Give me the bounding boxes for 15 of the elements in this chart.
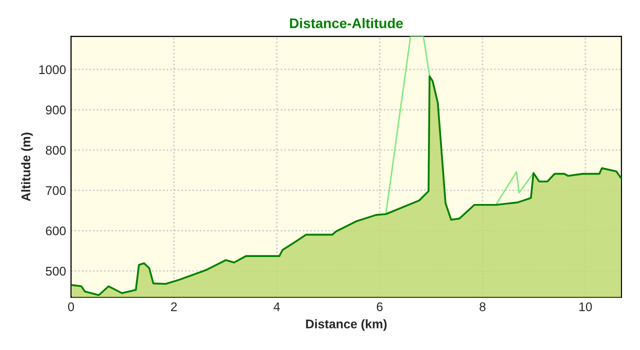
y-tick-label: 1000 bbox=[39, 65, 66, 74]
x-tick-label: 10 bbox=[579, 302, 592, 312]
y-axis-title: Altitude (m) bbox=[21, 132, 33, 202]
x-tick-label: 6 bbox=[376, 302, 383, 312]
y-tick-label: 700 bbox=[46, 186, 66, 196]
x-tick-label: 0 bbox=[68, 302, 74, 312]
x-tick-label: 4 bbox=[274, 302, 280, 312]
x-axis-title: Distance (km) bbox=[306, 319, 387, 331]
y-tick-label: 900 bbox=[46, 106, 66, 114]
y-tick-label: 600 bbox=[46, 226, 66, 236]
y-tick-label: 500 bbox=[46, 266, 66, 276]
x-tick-label: 8 bbox=[480, 302, 486, 312]
chart-title: Distance-Altitude bbox=[290, 18, 403, 28]
x-tick-label: 2 bbox=[171, 302, 177, 312]
y-tick-label: 800 bbox=[46, 146, 66, 155]
